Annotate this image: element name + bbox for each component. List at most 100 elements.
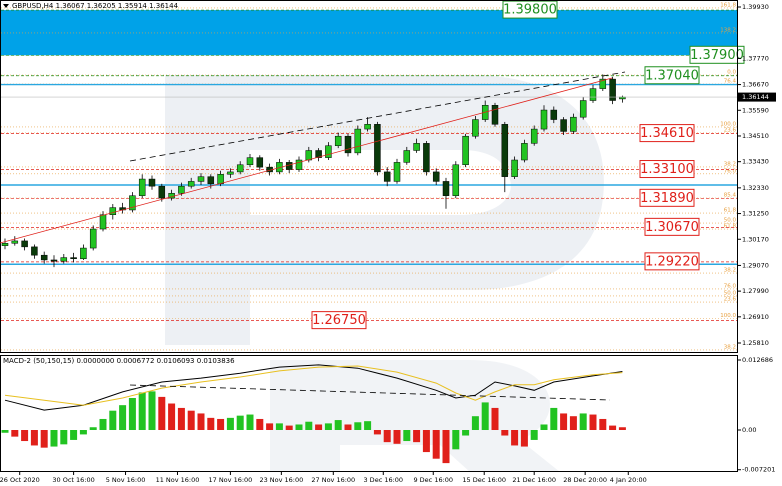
macd-bar [30, 430, 38, 446]
macd-bar [530, 430, 538, 440]
macd-bar [344, 424, 352, 431]
trend-line [0, 77, 613, 244]
candle-body [609, 78, 616, 101]
level-label: 1.31890 [640, 191, 694, 206]
candle-body [21, 240, 28, 248]
candle-body [197, 176, 205, 182]
macd-bar [432, 430, 440, 459]
macd-bar [89, 427, 97, 431]
candle-body [246, 157, 254, 166]
candle-body [305, 150, 313, 161]
y-tick-label: 1.25810 [742, 339, 769, 347]
macd-bar [618, 427, 626, 431]
fib-label: 76.0 [724, 168, 737, 174]
macd-title: MACD-2 (50,150,15) 0.0000000 0.0006772 0… [3, 357, 235, 365]
level-label-box [639, 124, 695, 143]
macd-bar [403, 430, 411, 442]
current-price-box [738, 92, 776, 102]
y-tick-label: 1.37770 [742, 54, 769, 62]
macd-y-tick-label: -0.007201 [742, 466, 775, 474]
x-tick-label: 30 Oct 16:00 [52, 476, 94, 484]
candle-body [374, 124, 381, 173]
fib-label: 85.4 [724, 193, 737, 199]
macd-bar [324, 423, 332, 431]
fib-label: 50.0 [724, 290, 737, 296]
candle-body [129, 195, 136, 211]
chart-title: GBPUSD,H4 1.36067 1.36205 1.35914 1.3614… [12, 2, 179, 10]
candle-body [70, 257, 77, 260]
x-tick-label: 27 Nov 16:00 [311, 476, 355, 484]
x-tick-label: 4 Jan 20:00 [610, 476, 647, 484]
x-tick-label: 9 Dec 16:00 [413, 476, 453, 484]
x-tick-label: 28 Dec 20:00 [563, 476, 607, 484]
candle-body [570, 116, 577, 132]
macd-bar [285, 425, 293, 431]
candle-body [89, 228, 97, 249]
candle-body [217, 174, 224, 185]
x-tick-label: 3 Dec 16:00 [363, 476, 403, 484]
candle-body [383, 171, 391, 182]
fib-label: 76.4 [724, 79, 737, 85]
macd-bar [481, 402, 489, 431]
macd-bar [236, 415, 244, 431]
level-label: 1.37900 [690, 48, 744, 63]
macd-bar [177, 407, 185, 431]
candle-body [403, 150, 411, 163]
macd-bar [334, 420, 342, 431]
candle-body [413, 143, 420, 151]
candle-body [227, 171, 234, 175]
price-panel-border [0, 0, 738, 353]
macd-bar [295, 424, 303, 431]
fib-label: 138.2 [720, 27, 736, 33]
candle-body [207, 176, 215, 185]
macd-bar [79, 430, 87, 435]
candle-body [579, 100, 587, 118]
y-tick-label: 1.34510 [742, 132, 769, 140]
macd-bar [197, 413, 205, 431]
fib-label: 23.6 [724, 297, 737, 303]
macd-bar [491, 407, 499, 431]
y-tick-label: 1.39930 [742, 3, 769, 11]
fib-label: 161.8 [720, 2, 736, 8]
macd-bar [266, 423, 274, 431]
macd-y-tick-label: 0.00 [742, 426, 756, 434]
candle-body [256, 157, 264, 168]
candle-body [158, 185, 166, 199]
candle-body [472, 119, 479, 137]
candle-body [540, 109, 548, 130]
x-tick-label: 15 Dec 16:00 [462, 476, 506, 484]
candle-body [1, 243, 9, 246]
macd-bar [109, 410, 117, 431]
macd-bar [11, 430, 19, 437]
level-label: 1.37040 [645, 68, 699, 83]
macd-signal-line [4, 365, 623, 406]
candle-body [80, 247, 87, 260]
candle-body [236, 164, 244, 173]
macd-bar [256, 418, 264, 431]
candle-body [423, 143, 430, 173]
y-tick-label: 1.32330 [742, 184, 769, 192]
level-label: 1.30670 [645, 220, 699, 235]
macd-bar [364, 421, 372, 431]
macd-bar [50, 430, 58, 447]
macd-bar [138, 392, 146, 431]
macd-bar [452, 430, 460, 450]
macd-bar [560, 413, 568, 431]
candle-body [530, 128, 538, 144]
y-tick-label: 1.27990 [742, 287, 769, 295]
macd-bar [275, 423, 283, 431]
candle-body [354, 128, 362, 154]
y-tick-label: 1.31250 [742, 210, 769, 218]
menu-icon[interactable] [3, 4, 9, 8]
x-tick-label: 17 Nov 16:00 [208, 476, 252, 484]
macd-bar [21, 430, 29, 442]
macd-bar [1, 430, 9, 433]
x-tick-label: 11 Nov 16:00 [156, 476, 200, 484]
level-label-box [644, 217, 700, 236]
x-tick-label: 26 Oct 2020 [0, 476, 40, 484]
macd-bar [354, 422, 362, 431]
macd-bar [550, 407, 558, 431]
level-label-box [639, 160, 695, 179]
watermark [165, 75, 604, 472]
macd-bar [579, 413, 587, 431]
